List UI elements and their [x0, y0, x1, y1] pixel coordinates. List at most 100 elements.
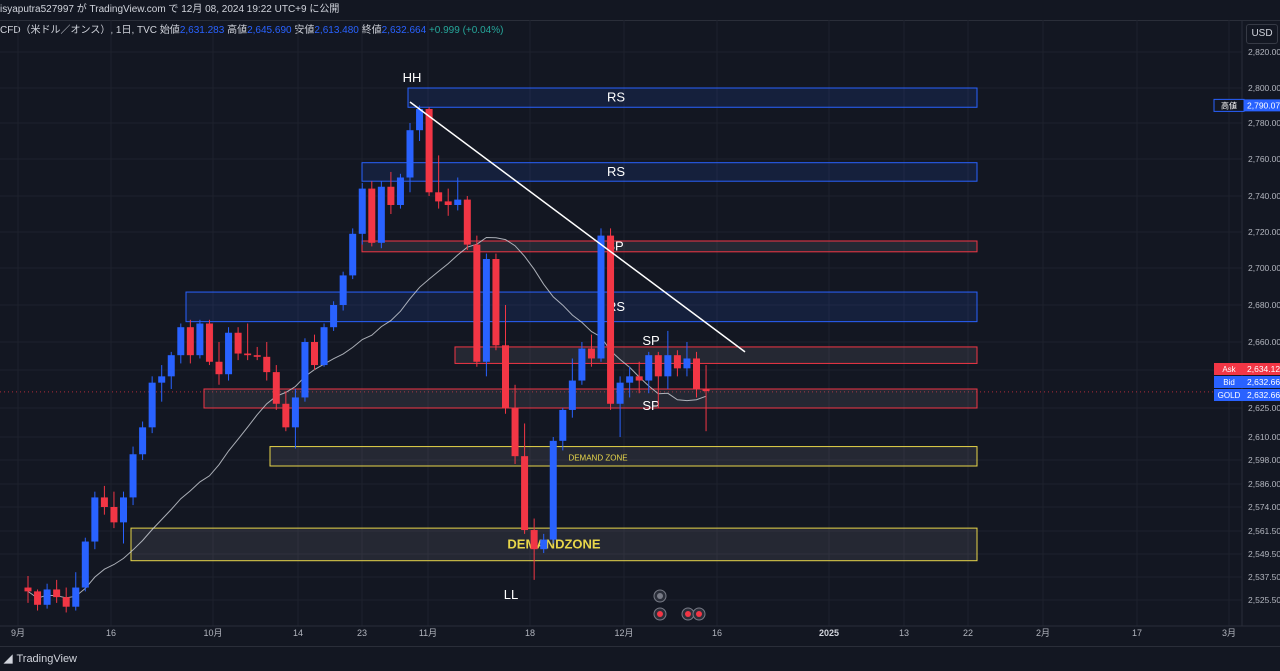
tradingview-logo[interactable]: ◢ TradingView: [4, 647, 77, 671]
price-tick-label: 2,561.50: [1248, 526, 1280, 536]
price-label-prefix-box: [1214, 363, 1244, 375]
high-value: 2,645.690: [247, 25, 292, 36]
price-label-prefix-box: [1214, 376, 1244, 388]
candle-body: [406, 130, 414, 178]
candle-body: [530, 530, 538, 550]
open-value: 2,631.283: [179, 25, 225, 36]
annotation-hh: HH: [403, 70, 422, 85]
zone-resistance: [185, 291, 978, 323]
candle-body: [492, 259, 500, 346]
price-tick-label: 2,586.00: [1248, 479, 1280, 489]
candle-body: [568, 380, 576, 410]
low-value: 2,613.480: [314, 25, 359, 36]
brand-text: TradingView: [16, 653, 78, 665]
candle-body: [225, 332, 233, 375]
change-value: +0.999 (+0.04%): [428, 25, 504, 36]
publish-text: isyaputra527997 が TradingView.com で 12月 …: [0, 4, 340, 15]
candle-body: [693, 358, 700, 389]
candle-body: [158, 376, 166, 383]
time-tick-label: 14: [293, 628, 303, 638]
candle-body: [463, 199, 471, 245]
symbol-name: CFD（米ドル／オンス）, 1日, TVC: [0, 25, 158, 36]
us-flag-icon-center: [657, 611, 663, 617]
zone-demand: [269, 446, 978, 467]
high-label: 高値: [227, 25, 248, 36]
candle-body: [339, 275, 347, 305]
candle-body: [53, 589, 61, 598]
candle-body: [616, 382, 624, 404]
tradingview-logo-icon: ◢: [4, 653, 13, 665]
price-tick-label: 2,700.00: [1248, 263, 1280, 273]
candle-body: [72, 587, 80, 607]
footer-bar: ◢ TradingView: [0, 646, 1280, 671]
candle-body: [301, 342, 309, 398]
candle-body: [597, 235, 605, 359]
candle-body: [540, 539, 548, 550]
candle-body: [702, 389, 710, 392]
time-tick-label: 13: [899, 628, 909, 638]
currency-selector[interactable]: USD: [1246, 24, 1278, 44]
candle-body: [425, 109, 433, 193]
trendline: [409, 101, 746, 353]
zone-resistance: [407, 87, 978, 108]
price-tick-label: 2,598.00: [1248, 455, 1280, 465]
candle-body: [186, 327, 194, 356]
time-tick-label: 16: [712, 628, 722, 638]
time-tick-label: 2月: [1036, 628, 1050, 638]
price-tick-label: 2,549.50: [1248, 549, 1280, 559]
zone-support: [454, 346, 978, 364]
candle-body: [234, 332, 242, 354]
zone-label: RS: [607, 90, 625, 105]
candle-body: [244, 353, 252, 356]
time-tick-label: 11月: [419, 628, 437, 638]
candle-body: [282, 403, 290, 428]
time-tick-label: 2025: [819, 628, 839, 638]
price-label-box: [1244, 389, 1280, 401]
price-label-value: 2,632.66: [1247, 390, 1280, 400]
candle-body: [607, 235, 615, 404]
price-tick-label: 2,574.00: [1248, 502, 1280, 512]
zone-label: SP: [642, 398, 659, 413]
candle-body: [664, 355, 672, 377]
moving-average-line: [27, 236, 707, 599]
candle-body: [626, 376, 634, 383]
candle-body: [62, 597, 70, 607]
price-label-value: 2,790.07: [1247, 100, 1280, 110]
close-value: 2,632.664: [381, 25, 427, 36]
time-tick-label: 3月: [1222, 628, 1236, 638]
price-tick-label: 2,625.00: [1248, 403, 1280, 413]
price-tick-label: 2,720.00: [1248, 227, 1280, 237]
close-label: 終値: [361, 25, 382, 36]
price-tick-label: 2,760.00: [1248, 154, 1280, 164]
candle-body: [673, 355, 681, 369]
price-tick-label: 2,680.00: [1248, 300, 1280, 310]
candle-body: [148, 382, 156, 428]
zone-label: SP: [642, 333, 659, 348]
price-label-box: [1244, 363, 1280, 375]
candle-body: [549, 440, 557, 540]
price-tick-label: 2,800.00: [1248, 83, 1280, 93]
candle-body: [100, 497, 108, 507]
price-label-prefix: Bid: [1223, 378, 1235, 387]
price-tick-label: 2,780.00: [1248, 118, 1280, 128]
candle-body: [291, 397, 299, 428]
candle-body: [24, 587, 32, 592]
price-label-prefix-box: [1214, 389, 1244, 401]
price-label-prefix: Ask: [1222, 365, 1236, 374]
candle-body: [91, 497, 99, 542]
open-label: 始値: [159, 25, 180, 36]
candle-body: [358, 188, 366, 234]
time-tick-label: 17: [1132, 628, 1142, 638]
candle-body: [263, 356, 271, 373]
price-tick-label: 2,610.00: [1248, 432, 1280, 442]
candle-body: [511, 408, 519, 457]
candle-body: [521, 456, 529, 531]
candle-body: [349, 233, 357, 276]
us-flag-icon-center: [685, 611, 691, 617]
zone-resistance: [361, 162, 978, 182]
time-tick-label: 22: [963, 628, 973, 638]
lightning-icon-center: [657, 593, 663, 599]
candle-body: [377, 186, 385, 243]
annotation-ll: LL: [504, 587, 518, 602]
